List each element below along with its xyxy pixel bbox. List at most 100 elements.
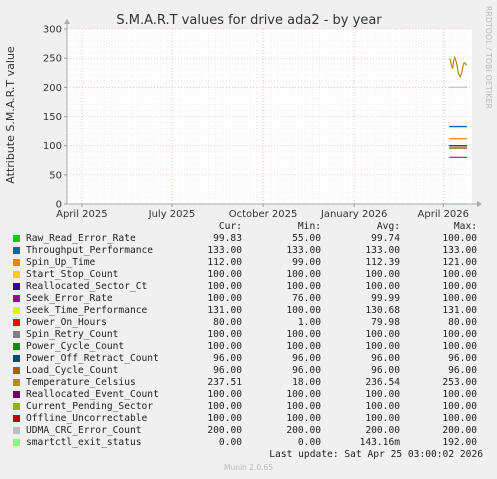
legend-avg-value: 100.00 — [365, 281, 400, 292]
legend-avg-value: 99.74 — [371, 233, 400, 244]
legend-series-name: Power_Off_Retract_Count — [26, 353, 159, 364]
grid-layer — [67, 28, 472, 204]
legend-max-value: 96.00 — [448, 365, 477, 376]
legend-cur-value: 99.83 — [213, 233, 242, 244]
legend-row: Power_On_Hours 80.00 1.00 79.98 80.00 — [12, 317, 490, 329]
legend-min-value: 100.00 — [286, 341, 321, 352]
legend-min-value: 200.00 — [286, 425, 321, 436]
legend-max-value: 131.00 — [442, 305, 477, 316]
col-cur-header: Cur: — [218, 221, 242, 232]
legend-swatch — [13, 355, 20, 362]
chart-title: S.M.A.R.T values for drive ada2 - by yea… — [116, 13, 382, 28]
legend-min-value: 96.00 — [292, 365, 321, 376]
legend-avg-value: 99.99 — [371, 293, 400, 304]
legend: Cur: Min: Avg: Max: Raw_Read_Error_Rate 9… — [12, 221, 490, 460]
y-tick-label: 50 — [49, 170, 62, 181]
legend-swatch — [13, 247, 20, 254]
legend-avg-value: 100.00 — [365, 341, 400, 352]
y-axis-arrow — [64, 19, 70, 24]
legend-swatch — [13, 331, 20, 338]
legend-series-name: Seek_Time_Performance — [26, 305, 148, 316]
legend-avg-value: 143.16m — [359, 437, 400, 448]
col-avg-header: Avg: — [376, 221, 400, 232]
legend-swatch — [13, 295, 20, 302]
legend-min-value: 1.00 — [297, 317, 321, 328]
legend-rows: Raw_Read_Error_Rate 99.83 55.00 99.74 100.00… — [12, 233, 490, 449]
legend-cur-value: 131.00 — [207, 305, 242, 316]
y-tick-label: 0 — [56, 200, 62, 211]
legend-avg-value: 130.68 — [365, 305, 400, 316]
legend-swatch — [13, 379, 20, 386]
legend-row: Seek_Error_Rate 100.00 76.00 99.99 100.00 — [12, 293, 490, 305]
legend-cur-value: 96.00 — [213, 353, 242, 364]
legend-min-value: 100.00 — [286, 389, 321, 400]
legend-row: Start_Stop_Count 100.00 100.00 100.00 100.00 — [12, 269, 490, 281]
legend-row: Power_Cycle_Count 100.00 100.00 100.00 100.0… — [12, 341, 490, 353]
legend-max-value: 100.00 — [442, 401, 477, 412]
legend-max-value: 96.00 — [448, 353, 477, 364]
col-max-header: Max: — [453, 221, 477, 232]
legend-cur-value: 100.00 — [207, 341, 242, 352]
legend-swatch — [13, 439, 20, 446]
x-tick-label: July 2025 — [148, 209, 196, 220]
legend-min-value: 100.00 — [286, 281, 321, 292]
legend-avg-value: 100.00 — [365, 329, 400, 340]
legend-series-name: Raw_Read_Error_Rate — [26, 233, 136, 244]
legend-max-value: 80.00 — [448, 317, 477, 328]
x-axis-arrow — [477, 201, 482, 207]
legend-swatch — [13, 235, 20, 242]
legend-cur-value: 237.51 — [207, 377, 242, 388]
legend-series-name: Power_Cycle_Count — [26, 341, 125, 352]
legend-series-name: Current_Pending_Sector — [26, 401, 154, 412]
legend-row: Throughput_Performance 133.00 133.00 133.00… — [12, 245, 490, 257]
legend-swatch — [13, 391, 20, 398]
legend-series-name: Reallocated_Event_Count — [26, 389, 159, 400]
legend-avg-value: 96.00 — [371, 365, 400, 376]
legend-max-value: 133.00 — [442, 245, 477, 256]
legend-cur-value: 0.00 — [218, 437, 242, 448]
legend-max-value: 100.00 — [442, 389, 477, 400]
legend-cur-value: 100.00 — [207, 329, 242, 340]
legend-row: Raw_Read_Error_Rate 99.83 55.00 99.74 100.00 — [12, 233, 490, 245]
legend-series-name: smartctl_exit_status — [26, 437, 142, 448]
legend-swatch — [13, 259, 20, 266]
legend-series-name: UDMA_CRC_Error_Count — [26, 425, 142, 436]
legend-row: Offline_Uncorrectable 100.00 100.00 100.00 1… — [12, 413, 490, 425]
legend-swatch — [13, 307, 20, 314]
legend-row: UDMA_CRC_Error_Count 200.00 200.00 200.00 20… — [12, 425, 490, 437]
legend-cur-value: 100.00 — [207, 413, 242, 424]
series-line — [448, 55, 468, 79]
legend-row: Load_Cycle_Count 96.00 96.00 96.00 96.00 — [12, 365, 490, 377]
legend-swatch — [13, 403, 20, 410]
legend-min-value: 99.00 — [292, 257, 321, 268]
legend-max-value: 100.00 — [442, 341, 477, 352]
legend-max-value: 100.00 — [442, 269, 477, 280]
legend-row: Reallocated_Sector_Ct 100.00 100.00 100.00 1… — [12, 281, 490, 293]
legend-series-name: Spin_Up_Time — [26, 257, 96, 268]
legend-series-name: Reallocated_Sector_Ct — [26, 281, 148, 292]
plot-area — [67, 29, 472, 204]
legend-cur-value: 112.00 — [207, 257, 242, 268]
legend-swatch — [13, 319, 20, 326]
legend-avg-value: 200.00 — [365, 425, 400, 436]
legend-max-value: 200.00 — [442, 425, 477, 436]
y-tick-label: 200 — [43, 83, 62, 94]
legend-avg-value: 79.98 — [371, 317, 400, 328]
legend-series-name: Seek_Error_Rate — [26, 293, 113, 304]
legend-row: Spin_Retry_Count 100.00 100.00 100.00 100.00 — [12, 329, 490, 341]
legend-cur-value: 200.00 — [207, 425, 242, 436]
legend-min-value: 100.00 — [286, 401, 321, 412]
legend-swatch — [13, 343, 20, 350]
legend-cur-value: 96.00 — [213, 365, 242, 376]
y-tick-label: 250 — [43, 54, 62, 65]
legend-series-name: Offline_Uncorrectable — [26, 413, 148, 424]
x-tick-label: April 2025 — [56, 209, 107, 220]
legend-cur-value: 100.00 — [207, 293, 242, 304]
legend-cur-value: 100.00 — [207, 281, 242, 292]
legend-row: Seek_Time_Performance 131.00 100.00 130.68 1… — [12, 305, 490, 317]
legend-max-value: 100.00 — [442, 413, 477, 424]
legend-row: Spin_Up_Time 112.00 99.00 112.39 121.00 — [12, 257, 490, 269]
legend-max-value: 100.00 — [442, 233, 477, 244]
legend-avg-value: 100.00 — [365, 389, 400, 400]
